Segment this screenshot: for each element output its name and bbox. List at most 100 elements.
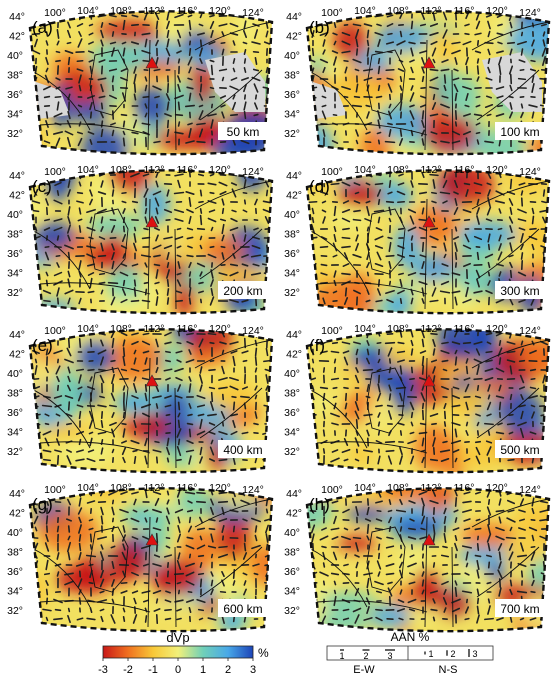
aan-ns-tick: 3 — [472, 649, 477, 659]
lat-tick-label: 38° — [284, 547, 300, 559]
lon-tick-label: 112° — [421, 323, 442, 335]
lon-tick-label: 100° — [44, 325, 66, 337]
map-panel: 100° 104° 108° 112° 116° 120° 124° 44° 42° 40° 38°… — [284, 5, 551, 156]
lat-tick-label: 38° — [284, 70, 300, 82]
lat-tick-label: 32° — [284, 287, 300, 299]
map-panel: 100° 104° 108° 112° 116° 120° 124° 44° 42° 40° 38°… — [284, 482, 551, 633]
lon-tick-label: 108° — [387, 323, 409, 335]
depth-label: 600 km — [223, 602, 262, 616]
lat-tick-label: 44° — [286, 329, 302, 341]
lat-tick-label: 36° — [284, 566, 300, 578]
lat-tick-label: 38° — [7, 547, 23, 559]
lat-tick-label: 34° — [284, 427, 300, 439]
lat-tick-label: 40° — [7, 368, 23, 380]
lon-tick-label: 120° — [486, 482, 508, 494]
map-panel: 100° 104° 108° 112° 116° 120° 124° 44° 42° 40° 38°… — [7, 164, 274, 315]
depth-label-box — [495, 122, 545, 140]
lon-tick-label: 116° — [177, 482, 198, 494]
lon-tick-label: 116° — [177, 164, 198, 176]
lat-tick-label: 34° — [7, 268, 23, 280]
lat-tick-label: 38° — [7, 388, 23, 400]
lon-tick-label: 112° — [421, 164, 442, 176]
colorbar-tick-label: 1 — [200, 664, 206, 676]
depth-label-box — [218, 281, 268, 299]
lon-tick-label: 104° — [77, 482, 99, 494]
colorbar-tick-label: -1 — [148, 664, 158, 676]
lon-tick-label: 100° — [44, 7, 66, 19]
lat-tick-label: 42° — [286, 508, 302, 520]
lon-tick-label: 104° — [77, 5, 99, 17]
lon-tick-label: 100° — [321, 166, 343, 178]
lat-tick-label: 36° — [7, 566, 23, 578]
lat-tick-label: 32° — [7, 287, 23, 299]
aan-ew-tick: 2 — [363, 651, 368, 661]
panel-letter: (f) — [309, 336, 325, 355]
lat-tick-label: 40° — [284, 527, 300, 539]
lon-tick-label: 104° — [354, 164, 376, 176]
lat-tick-label: 34° — [284, 268, 300, 280]
lat-tick-label: 42° — [9, 508, 25, 520]
lon-tick-label: 120° — [486, 323, 508, 335]
panel-letter: (c) — [32, 177, 52, 196]
lat-tick-label: 36° — [7, 89, 23, 101]
lon-tick-label: 104° — [354, 482, 376, 494]
lat-tick-label: 40° — [284, 368, 300, 380]
colorbar-tick-label: 2 — [225, 664, 231, 676]
panel-letter: (d) — [309, 177, 330, 196]
panel-letter: (h) — [309, 495, 330, 514]
lon-tick-label: 100° — [44, 484, 66, 496]
lat-tick-label: 40° — [7, 527, 23, 539]
lon-tick-label: 108° — [387, 5, 409, 17]
lon-tick-label: 112° — [144, 323, 165, 335]
station-marker-triangle — [145, 533, 159, 546]
lon-tick-label: 120° — [209, 5, 231, 17]
lat-tick-label: 42° — [9, 349, 25, 361]
map-panel: 100° 104° 108° 112° 116° 120° 124° 44° 42° 40° 38°… — [7, 323, 274, 474]
lon-tick-label: 112° — [144, 482, 165, 494]
lat-tick-label: 36° — [7, 248, 23, 260]
lat-tick-label: 32° — [7, 605, 23, 617]
lon-tick-label: 120° — [486, 164, 508, 176]
lon-tick-label: 100° — [321, 325, 343, 337]
lon-tick-label: 112° — [421, 5, 442, 17]
map-panel: 100° 104° 108° 112° 116° 120° 124° 44° 42° 40° 38°… — [7, 482, 274, 633]
lat-tick-label: 32° — [284, 128, 300, 140]
depth-label: 700 km — [500, 602, 539, 616]
lat-tick-label: 42° — [9, 31, 25, 43]
aan-ew-tick: 3 — [387, 651, 392, 661]
station-marker-triangle — [422, 533, 436, 546]
lon-tick-label: 108° — [387, 482, 409, 494]
lon-tick-label: 108° — [110, 164, 132, 176]
colorbar-tick-label: 3 — [250, 664, 256, 676]
lat-tick-label: 38° — [7, 229, 23, 241]
depth-label: 50 km — [227, 125, 260, 139]
lon-tick-label: 100° — [44, 166, 66, 178]
map-panel: 100° 104° 108° 112° 116° 120° 124° 44° 42° 40° 38°… — [284, 164, 551, 315]
panel-letter: (a) — [32, 18, 53, 37]
colorbar-tick-label: -2 — [123, 664, 133, 676]
lat-tick-label: 40° — [7, 209, 23, 221]
depth-label-box — [218, 599, 268, 617]
lon-tick-label: 120° — [209, 323, 231, 335]
map-panel: 100° 104° 108° 112° 116° 120° 124° 44° 42° 40° 38°… — [7, 5, 274, 156]
lon-tick-label: 124° — [242, 7, 264, 19]
lat-tick-label: 32° — [284, 446, 300, 458]
lon-tick-label: 116° — [454, 164, 475, 176]
lon-tick-label: 100° — [321, 7, 343, 19]
lat-tick-label: 44° — [286, 11, 302, 23]
aan-legend: AAN % 1 2 3 1 2 3 E-W N-S — [326, 630, 494, 676]
lat-tick-label: 34° — [284, 109, 300, 121]
lat-tick-label: 40° — [284, 209, 300, 221]
lat-tick-label: 36° — [284, 407, 300, 419]
aan-ew-tick: 1 — [339, 651, 344, 661]
depth-label-box — [218, 122, 268, 140]
depth-label: 200 km — [223, 284, 262, 298]
lat-tick-label: 38° — [7, 70, 23, 82]
depth-label: 400 km — [223, 443, 262, 457]
depth-label: 500 km — [500, 443, 539, 457]
lat-tick-label: 44° — [286, 170, 302, 182]
lon-tick-label: 124° — [242, 484, 264, 496]
lat-tick-label: 40° — [284, 50, 300, 62]
depth-label-box — [218, 440, 268, 458]
